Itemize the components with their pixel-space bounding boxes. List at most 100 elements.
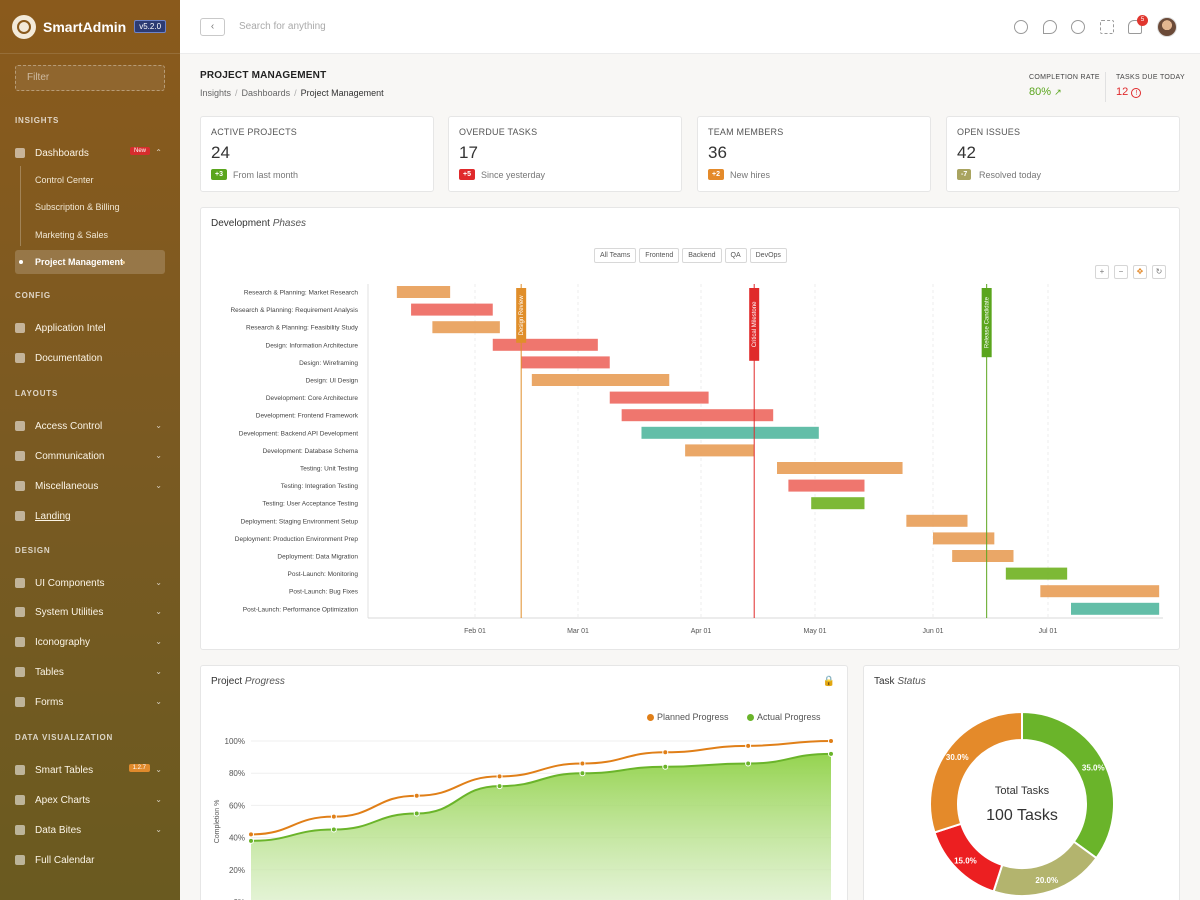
sidebar-item-tables[interactable]: Tables ⌄ bbox=[15, 660, 165, 684]
sidebar-item-miscellaneous[interactable]: Miscellaneous ⌄ bbox=[15, 474, 165, 498]
filter-frontend-button[interactable]: Frontend bbox=[639, 248, 680, 263]
search-input[interactable]: Search for anything bbox=[239, 21, 326, 32]
sidebar: SmartAdmin v5.2.0 Filter INSIGHTS Dashbo… bbox=[0, 0, 180, 900]
breadcrumb-item[interactable]: Insights bbox=[200, 88, 232, 98]
sidebar-item-label: Application Intel bbox=[35, 322, 106, 334]
gantt-task-label: Deployment: Staging Environment Setup bbox=[241, 518, 359, 525]
edit-icon bbox=[15, 697, 25, 707]
legend-actual[interactable]: Actual Progress bbox=[747, 712, 821, 722]
sidebar-item-iconography[interactable]: Iconography ⌄ bbox=[15, 630, 165, 654]
sidebar-item-access-control[interactable]: Access Control ⌄ bbox=[15, 414, 165, 438]
chart-icon bbox=[15, 795, 25, 805]
stat-value: 24 bbox=[211, 143, 230, 162]
sidebar-item-label: System Utilities bbox=[35, 606, 104, 618]
filter-devops-button[interactable]: DevOps bbox=[749, 248, 787, 263]
development-phases-panel: Development Phases All Teams Frontend Ba… bbox=[200, 207, 1180, 650]
collapse-sidebar-button[interactable]: ‹ bbox=[200, 18, 225, 36]
progress-y-tick-label: 100% bbox=[225, 737, 245, 746]
filter-backend-button[interactable]: Backend bbox=[682, 248, 722, 263]
sidebar-subitem-control-center[interactable]: Control Center bbox=[35, 175, 94, 185]
filter-all-teams-button[interactable]: All Teams bbox=[594, 248, 637, 263]
sidebar-item-label: Tables bbox=[35, 666, 64, 678]
planned-progress-point bbox=[413, 792, 420, 799]
sidebar-subitem-project-management[interactable]: Project Management bbox=[35, 257, 124, 267]
sidebar-item-full-calendar[interactable]: Full Calendar bbox=[15, 848, 165, 872]
gantt-task-bar bbox=[1005, 567, 1068, 580]
sidebar-item-label: Apex Charts bbox=[35, 794, 91, 806]
stat-value: 17 bbox=[459, 143, 478, 162]
gantt-task-bar bbox=[411, 303, 493, 316]
sidebar-item-ui-components[interactable]: UI Components ⌄ bbox=[15, 571, 165, 595]
legend-planned[interactable]: Planned Progress bbox=[647, 712, 729, 722]
stat-note: From last month bbox=[233, 170, 299, 180]
settings-icon[interactable] bbox=[1014, 20, 1028, 34]
gantt-task-label: Post-Launch: Performance Optimization bbox=[243, 606, 359, 613]
stat-value: 36 bbox=[708, 143, 727, 162]
gantt-task-label: Post-Launch: Monitoring bbox=[288, 571, 359, 578]
progress-y-axis-label: Completion % bbox=[214, 800, 221, 844]
gantt-milestone-tag bbox=[749, 288, 760, 361]
book-icon bbox=[15, 353, 25, 363]
project-progress-panel: Project Progress 🔒 Planned Progress Actu… bbox=[200, 665, 848, 900]
task-status-donut: 35.0% 20.0% 15.0% 30.0% Total Tasks 100 Tasks bbox=[929, 710, 1115, 897]
app-name: SmartAdmin bbox=[43, 18, 127, 35]
actual-progress-point bbox=[828, 750, 834, 757]
pan-icon[interactable]: ✥ bbox=[1133, 265, 1147, 279]
sidebar-item-application-intel[interactable]: Application Intel bbox=[15, 316, 165, 340]
gantt-task-label: Deployment: Data Migration bbox=[277, 554, 358, 561]
sidebar-subitem-marketing-sales[interactable]: Marketing & Sales bbox=[35, 230, 109, 240]
sidebar-item-smart-tables[interactable]: Smart Tables 1.2.7 ⌄ bbox=[15, 758, 165, 782]
gantt-task-label: Testing: User Acceptance Testing bbox=[262, 501, 358, 508]
moon-icon[interactable] bbox=[1043, 20, 1057, 34]
gantt-task-label: Development: Database Schema bbox=[263, 448, 359, 455]
sidebar-item-data-bites[interactable]: Data Bites ⌄ bbox=[15, 818, 165, 842]
stat-note: Since yesterday bbox=[481, 170, 546, 180]
progress-y-tick-label: 80% bbox=[229, 769, 245, 778]
panel-title: Project Progress bbox=[211, 676, 285, 687]
chevron-down-icon: ⌄ bbox=[155, 697, 162, 706]
section-layouts: LAYOUTS bbox=[15, 389, 59, 398]
version-badge: v5.2.0 bbox=[134, 20, 167, 33]
zoom-in-icon[interactable]: + bbox=[1095, 265, 1109, 279]
stat-change-badge: +3 bbox=[211, 169, 227, 180]
panel-title: Task Status bbox=[874, 676, 926, 687]
donut-slice bbox=[992, 840, 1098, 897]
zoom-out-icon[interactable]: − bbox=[1114, 265, 1128, 279]
sidebar-item-landing[interactable]: Landing bbox=[15, 504, 165, 528]
gantt-x-tick-label: May 01 bbox=[804, 628, 827, 635]
chevron-down-icon: ⌄ bbox=[155, 607, 162, 616]
filter-qa-button[interactable]: QA bbox=[724, 248, 747, 263]
sidebar-item-dashboards[interactable]: Dashboards New ⌃ bbox=[15, 141, 165, 165]
gantt-task-label: Development: Core Architecture bbox=[266, 395, 359, 402]
gantt-milestone-tag bbox=[981, 288, 992, 358]
actual-progress-point bbox=[413, 810, 420, 817]
bell-icon[interactable] bbox=[1128, 20, 1142, 34]
gantt-task-bar bbox=[811, 497, 865, 510]
lock-icon[interactable]: 🔒 bbox=[822, 676, 835, 687]
sidebar-item-label: Communication bbox=[35, 450, 105, 462]
sidebar-subitem-subscription-billing[interactable]: Subscription & Billing bbox=[35, 202, 120, 212]
notification-count-badge: 5 bbox=[1137, 15, 1148, 26]
sidebar-item-communication[interactable]: Communication ⌄ bbox=[15, 444, 165, 468]
reset-icon[interactable]: ↻ bbox=[1152, 265, 1166, 279]
sidebar-item-forms[interactable]: Forms ⌄ bbox=[15, 690, 165, 714]
stat-card: TEAM MEMBERS 36 +2 New hires bbox=[697, 116, 931, 192]
sidebar-item-apex-charts[interactable]: Apex Charts ⌄ bbox=[15, 788, 165, 812]
breadcrumb-item[interactable]: Dashboards bbox=[241, 88, 291, 98]
chevron-down-icon: ⌄ bbox=[155, 825, 162, 834]
sidebar-item-system-utilities[interactable]: System Utilities ⌄ bbox=[15, 600, 165, 624]
gantt-task-label: Testing: Unit Testing bbox=[300, 466, 358, 473]
kpi-divider bbox=[1105, 72, 1106, 102]
gantt-task-bar bbox=[432, 321, 500, 334]
aperture-icon[interactable] bbox=[1071, 20, 1085, 34]
brand[interactable]: SmartAdmin v5.2.0 bbox=[0, 0, 180, 54]
stat-change-badge: -7 bbox=[957, 169, 972, 180]
tasks-due-label: TASKS DUE TODAY bbox=[1116, 74, 1185, 81]
sidebar-filter-input[interactable]: Filter bbox=[15, 65, 165, 91]
chevron-down-icon: ⌄ bbox=[155, 578, 162, 587]
sidebar-item-documentation[interactable]: Documentation bbox=[15, 346, 165, 370]
gantt-task-label: Testing: Integration Testing bbox=[281, 483, 359, 490]
avatar[interactable] bbox=[1157, 17, 1177, 37]
fullscreen-icon[interactable] bbox=[1100, 20, 1114, 34]
gantt-task-bar bbox=[492, 338, 598, 351]
